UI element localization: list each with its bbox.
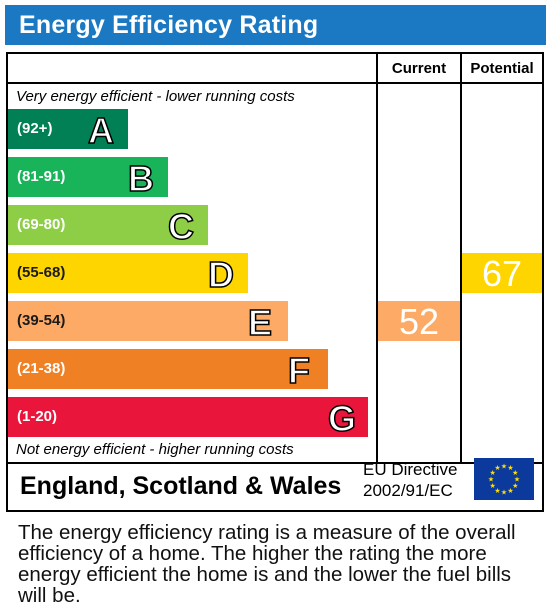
star-icon: ★ (514, 476, 520, 484)
star-icon: ★ (512, 482, 518, 490)
star-icon: ★ (494, 487, 500, 495)
potential-column-header: Potential (470, 60, 534, 77)
band-d: (55-68) D (8, 253, 248, 296)
header-divider (8, 82, 542, 84)
footer-divider (8, 462, 542, 464)
band-letter: D (207, 253, 235, 296)
band-range-label: (69-80) (17, 216, 66, 233)
potential-column-divider (460, 54, 462, 462)
star-icon: ★ (501, 463, 507, 471)
band-range-label: (1-20) (17, 408, 58, 425)
star-icon: ★ (490, 482, 496, 490)
title-bar: Energy Efficiency Rating (5, 5, 546, 45)
band-f: (21-38) F (8, 349, 328, 392)
star-icon: ★ (507, 464, 513, 472)
band-e: (39-54) E (8, 301, 288, 344)
current-column-header: Current (391, 60, 447, 77)
rating-chart: Current Potential Very energy efficient … (6, 52, 544, 512)
band-letter: F (287, 349, 311, 392)
directive-line-2: 2002/91/EC (363, 481, 453, 500)
top-note: Very energy efficient - lower running co… (16, 88, 295, 105)
band-letter: A (87, 109, 115, 152)
potential-score-marker: 67 (462, 253, 542, 294)
band-letter: C (167, 205, 195, 248)
band-range-label: (92+) (17, 120, 53, 137)
band-letter: E (247, 301, 273, 344)
band-letter: B (127, 157, 155, 200)
star-icon: ★ (512, 469, 518, 477)
star-icon: ★ (490, 469, 496, 477)
eu-directive: EU Directive 2002/91/EC (363, 459, 457, 501)
band-g: (1-20) G (8, 397, 368, 440)
bottom-note: Not energy efficient - higher running co… (16, 441, 294, 458)
band-range-label: (55-68) (17, 264, 66, 281)
band-a: (92+) A (8, 109, 128, 152)
current-score-marker: 52 (378, 301, 460, 342)
current-column-divider (376, 54, 378, 462)
band-c: (69-80) C (8, 205, 208, 248)
star-icon: ★ (488, 476, 494, 484)
description-text: The energy efficiency rating is a measur… (18, 521, 516, 607)
band-b: (81-91) B (8, 157, 168, 200)
region-label: England, Scotland & Wales (20, 472, 342, 500)
band-range-label: (39-54) (17, 312, 66, 329)
band-range-label: (21-38) (17, 360, 66, 377)
star-icon: ★ (507, 487, 513, 495)
eu-flag-icon: ★ ★ ★ ★ ★ ★ ★ ★ ★ ★ ★ ★ (474, 458, 534, 500)
directive-line-1: EU Directive (363, 460, 458, 479)
star-icon: ★ (501, 489, 507, 497)
band-letter: G (327, 397, 357, 440)
band-range-label: (81-91) (17, 168, 66, 185)
chart-title: Energy Efficiency Rating (19, 11, 319, 39)
star-icon: ★ (494, 464, 500, 472)
